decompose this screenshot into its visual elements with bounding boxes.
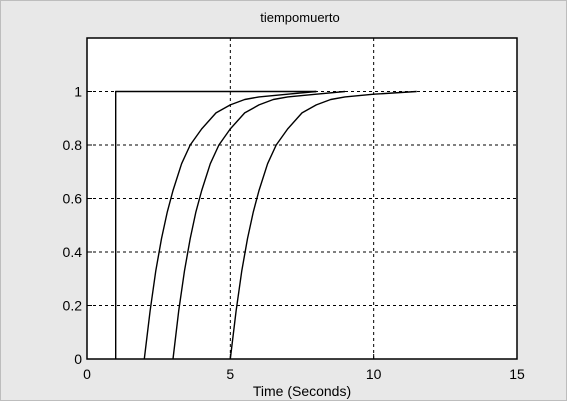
y-tick-label-2: 0.4 <box>63 244 83 260</box>
series-lines <box>114 90 417 360</box>
chart-title: tiempomuerto <box>260 10 339 25</box>
y-tick-label-0: 0 <box>74 351 82 367</box>
y-tick-label-3: 0.6 <box>63 191 83 207</box>
series-line-1 <box>114 90 317 359</box>
x-axis-ticks: 0 5 10 15 <box>83 354 525 382</box>
x-tick-label-1: 5 <box>226 366 234 382</box>
x-tick-label-0: 0 <box>83 366 91 382</box>
series-line-2 <box>143 90 317 360</box>
x-tick-label-3: 15 <box>509 366 525 382</box>
y-tick-label-1: 0.2 <box>63 298 83 314</box>
x-tick-label-2: 10 <box>366 366 382 382</box>
y-tick-label-5: 1 <box>74 84 82 100</box>
series-line-3 <box>172 90 346 360</box>
y-tick-label-4: 0.8 <box>63 137 83 153</box>
series-line-4 <box>229 90 417 360</box>
y-axis-ticks: 0 0.2 0.4 0.6 0.8 1 <box>63 84 92 367</box>
x-axis-label: Time (Seconds) <box>253 383 351 399</box>
plot-area <box>86 37 518 360</box>
